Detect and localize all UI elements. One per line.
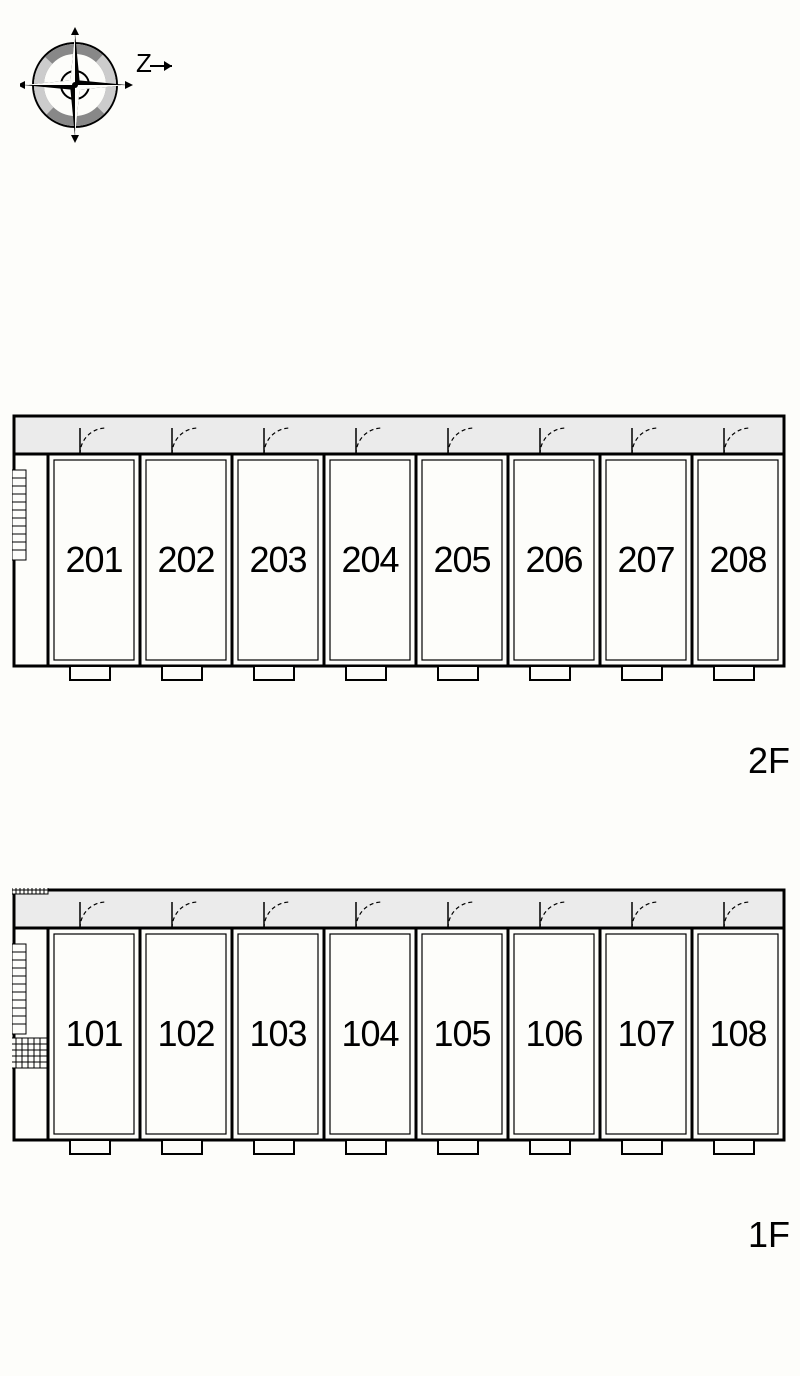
unit-label: 107 <box>617 1013 674 1054</box>
floor-label-2f: 2F <box>748 740 790 782</box>
floor-label-1f: 1F <box>748 1214 790 1256</box>
unit-label: 102 <box>157 1013 214 1054</box>
compass-direction-label: Z <box>136 48 152 78</box>
unit-label: 106 <box>525 1013 582 1054</box>
unit-label: 207 <box>617 539 674 580</box>
unit-label: 208 <box>709 539 766 580</box>
unit-label: 202 <box>157 539 214 580</box>
floor-2f: 201 202 203 204 205 206 207 208 <box>12 414 800 709</box>
units-1f: 101 102 103 104 105 106 107 108 <box>48 902 784 1154</box>
unit-label: 105 <box>433 1013 490 1054</box>
unit-label: 205 <box>433 539 490 580</box>
units-2f: 201 202 203 204 205 206 207 208 <box>48 428 784 680</box>
floor-1f: 101 102 103 104 105 106 107 108 <box>12 888 800 1183</box>
unit-label: 103 <box>249 1013 306 1054</box>
unit-label: 206 <box>525 539 582 580</box>
unit-label: 108 <box>709 1013 766 1054</box>
unit-label: 204 <box>341 539 398 580</box>
floor-1f-svg: 101 102 103 104 105 106 107 108 <box>12 888 800 1178</box>
unit-label: 104 <box>341 1013 398 1054</box>
compass-rose: Z <box>20 20 180 155</box>
unit-label: 101 <box>65 1013 122 1054</box>
unit-label: 201 <box>65 539 122 580</box>
floor-2f-svg: 201 202 203 204 205 206 207 208 <box>12 414 800 704</box>
unit-label: 203 <box>249 539 306 580</box>
